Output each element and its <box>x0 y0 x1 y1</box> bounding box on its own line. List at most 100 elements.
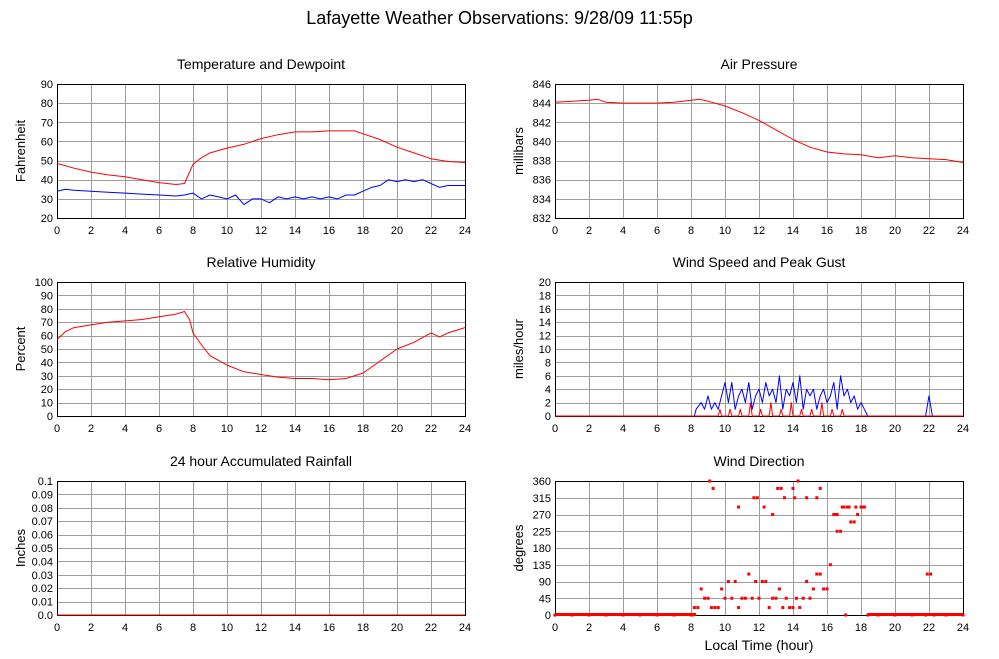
data-point <box>752 496 756 500</box>
x-tick-label: 4 <box>122 622 128 634</box>
y-tick-label: 0.1 <box>38 476 53 488</box>
x-tick-label: 6 <box>654 622 660 634</box>
x-tick-label: 18 <box>855 622 867 634</box>
x-tick-label: 2 <box>88 622 94 634</box>
series-line <box>56 179 465 206</box>
rain-chart: 0 2 4 6 8 10 12 14 16 18 20 22 240.00.010.020.030.04… <box>13 453 471 634</box>
data-point <box>781 606 785 610</box>
x-tick-label: 16 <box>323 225 335 237</box>
data-point <box>726 580 730 583</box>
y-tick-label: 18 <box>539 290 551 302</box>
data-point <box>764 580 768 583</box>
y-tick-label: 90 <box>539 577 551 589</box>
y-tick-label: 315 <box>533 493 551 505</box>
x-tick-label: 4 <box>122 423 128 435</box>
y-axis-label: degrees <box>511 524 526 571</box>
data-point <box>808 596 812 600</box>
x-tick-label: 24 <box>957 622 969 634</box>
x-tick-label: 6 <box>654 225 660 237</box>
y-tick-label: 4 <box>545 384 551 396</box>
x-tick-label: 8 <box>688 423 694 435</box>
data-point <box>747 572 751 576</box>
y-tick-label: 0 <box>47 411 53 423</box>
y-tick-label: 100 <box>35 277 53 289</box>
chart-title: Relative Humidity <box>207 254 316 270</box>
data-point <box>840 505 844 509</box>
y-tick-label: 270 <box>533 510 551 522</box>
x-tick-label: 2 <box>586 622 592 634</box>
data-point <box>794 596 798 600</box>
y-tick-label: 20 <box>41 213 53 225</box>
pressure-chart: 0 2 4 6 8 10 12 14 16 18 20 22 248328348368388408428… <box>511 56 969 237</box>
x-tick-label: 16 <box>821 622 833 634</box>
x-tick-label: 6 <box>654 423 660 435</box>
temperature-chart: 0 2 4 6 8 10 12 14 16 18 20 22 242030405060708090Tem… <box>13 56 471 237</box>
y-tick-label: 40 <box>41 357 53 369</box>
x-tick-label: 14 <box>787 423 799 435</box>
data-point <box>847 505 851 509</box>
x-tick-label: 0 <box>552 622 558 634</box>
series-line <box>56 130 466 185</box>
data-point <box>834 513 837 516</box>
data-point <box>854 505 858 509</box>
x-tick-label: 14 <box>787 225 799 237</box>
x-tick-label: 14 <box>787 622 799 634</box>
x-tick-label: 16 <box>323 622 335 634</box>
x-tick-label: 8 <box>190 622 196 634</box>
chart-title: 24 hour Accumulated Rainfall <box>170 453 352 469</box>
data-point <box>815 572 819 576</box>
data-point <box>793 496 797 500</box>
data-point <box>733 580 737 583</box>
y-tick-label: 0.0 <box>38 610 53 622</box>
data-point <box>815 496 819 500</box>
plot-frame <box>555 481 964 616</box>
data-point <box>791 606 795 610</box>
data-point <box>839 529 843 533</box>
direction-chart: 0 2 4 6 8 10 12 14 16 18 20 22 240459013518022527031… <box>511 453 969 653</box>
chart-title: Temperature and Dewpoint <box>177 56 345 72</box>
y-axis-label: Inches <box>13 528 28 567</box>
chart-title: Wind Speed and Peak Gust <box>673 254 846 270</box>
x-tick-label: 20 <box>889 423 901 435</box>
y-axis-label: millibars <box>511 127 526 175</box>
x-tick-label: 16 <box>323 423 335 435</box>
data-point <box>861 505 865 509</box>
y-tick-label: 0.06 <box>32 530 53 542</box>
data-point <box>862 505 866 509</box>
y-tick-label: 90 <box>41 290 53 302</box>
plot-frame <box>555 84 964 219</box>
data-point <box>811 587 815 591</box>
data-point <box>825 587 829 591</box>
data-point <box>828 563 832 567</box>
data-point <box>835 513 839 516</box>
y-tick-label: 14 <box>539 317 551 329</box>
data-point <box>709 606 713 610</box>
y-tick-label: 45 <box>539 593 551 605</box>
x-tick-label: 16 <box>821 225 833 237</box>
y-tick-label: 30 <box>41 194 53 206</box>
data-point <box>852 520 856 524</box>
y-tick-label: 135 <box>533 560 551 572</box>
plot-frame <box>57 84 466 219</box>
y-axis-label: Fahrenheit <box>13 120 28 183</box>
x-tick-label: 22 <box>923 622 935 634</box>
data-point <box>713 606 717 610</box>
x-tick-label: 6 <box>156 225 162 237</box>
x-tick-label: 2 <box>586 225 592 237</box>
data-point <box>696 606 700 610</box>
x-tick-label: 14 <box>289 622 301 634</box>
humidity-chart: 0 2 4 6 8 10 12 14 16 18 20 22 240102030405060708090… <box>13 254 471 435</box>
y-tick-label: 840 <box>533 136 551 148</box>
y-tick-label: 838 <box>533 156 551 168</box>
y-tick-label: 0.01 <box>32 597 53 609</box>
data-point <box>692 606 696 610</box>
data-point <box>796 479 800 483</box>
y-tick-label: 842 <box>533 117 551 129</box>
data-point <box>737 606 741 610</box>
y-tick-label: 60 <box>41 136 53 148</box>
y-tick-label: 0.07 <box>32 516 53 528</box>
x-tick-label: 10 <box>719 622 731 634</box>
data-point <box>776 486 780 490</box>
y-tick-label: 180 <box>533 543 551 555</box>
series-line <box>555 375 963 417</box>
